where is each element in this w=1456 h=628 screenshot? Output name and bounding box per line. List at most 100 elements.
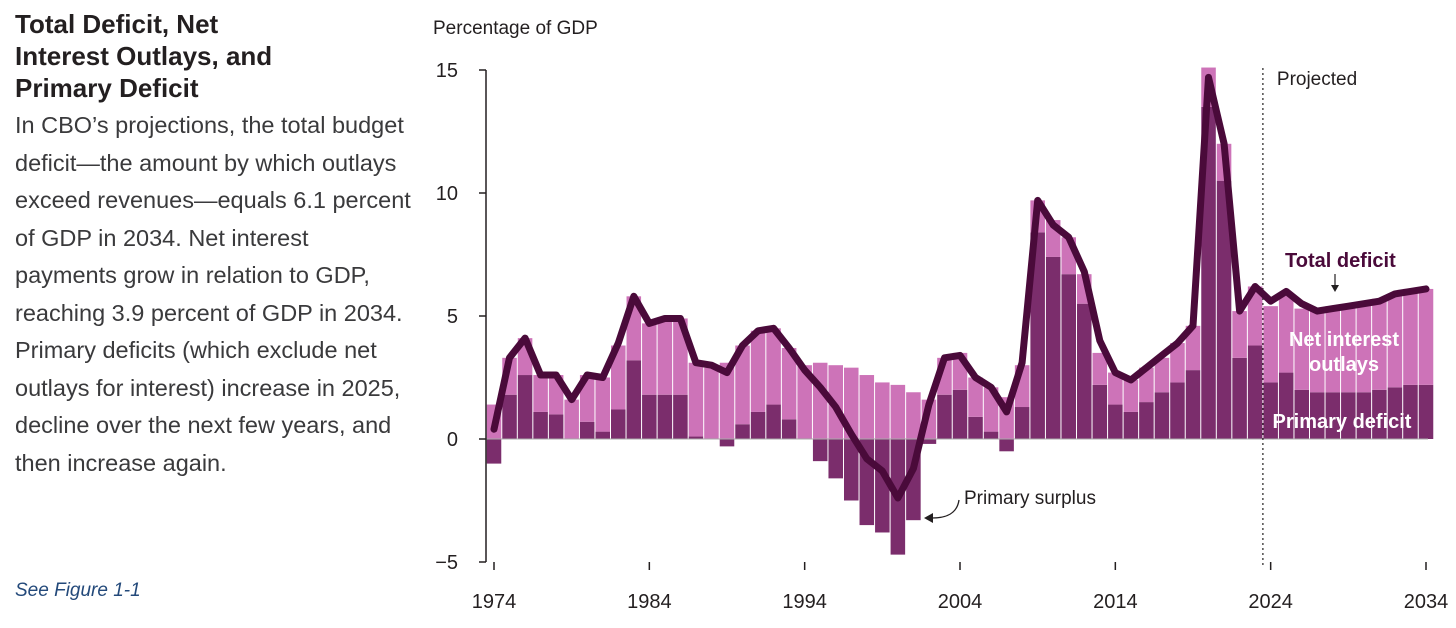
x-tick-label: 1974 — [472, 591, 517, 613]
bar-primary-deficit — [657, 394, 673, 439]
y-ticks: −5 0 5 10 15 — [435, 60, 486, 574]
bar-primary-deficit — [828, 439, 843, 479]
x-tick-label: 2034 — [1404, 591, 1449, 613]
bar-primary-deficit — [579, 421, 595, 439]
bar-net-interest — [1092, 352, 1108, 385]
bar-primary-deficit — [1341, 392, 1356, 439]
y-tick-label: 5 — [447, 306, 458, 328]
bar-primary-deficit — [1325, 392, 1341, 439]
bar-net-interest — [688, 362, 704, 437]
bar-primary-deficit — [952, 389, 968, 439]
bar-net-interest — [1325, 306, 1341, 393]
bar-primary-deficit — [1216, 180, 1232, 439]
primary-surplus-arrow — [924, 499, 960, 523]
bar-primary-deficit — [750, 411, 766, 439]
bar-primary-deficit — [642, 394, 657, 439]
bar-net-interest — [1278, 293, 1294, 373]
bar-primary-deficit — [1263, 382, 1278, 439]
bar-primary-deficit — [921, 439, 937, 444]
bar-net-interest — [1387, 293, 1403, 388]
bar-primary-deficit — [1108, 404, 1123, 439]
bar-net-interest — [1108, 372, 1123, 405]
bar-primary-deficit — [1045, 256, 1061, 439]
bar-net-interest — [812, 362, 828, 439]
bar-net-interest — [906, 392, 921, 439]
bar-net-interest — [657, 318, 673, 395]
primary-surplus-label: Primary surplus — [964, 488, 1096, 509]
figure-summary: In CBO’s projections, the total budget d… — [15, 112, 411, 476]
bar-primary-deficit — [1014, 407, 1030, 439]
bar-net-interest — [1341, 306, 1356, 393]
y-tick-label: 15 — [436, 60, 458, 82]
bar-primary-deficit — [766, 404, 781, 439]
bar-primary-deficit — [533, 411, 548, 439]
bar-primary-deficit — [983, 431, 999, 439]
see-figure-link[interactable]: See Figure 1-1 — [15, 580, 141, 601]
bar-net-interest — [1185, 325, 1201, 371]
projected-label: Projected — [1277, 69, 1357, 90]
bar-primary-deficit — [502, 394, 517, 439]
bar-primary-deficit — [1154, 392, 1170, 439]
bar-primary-deficit — [875, 439, 890, 533]
bar-primary-deficit — [626, 360, 642, 439]
y-tick-label: 10 — [436, 183, 458, 205]
bar-primary-deficit — [999, 439, 1014, 452]
bar-primary-deficit — [1077, 303, 1092, 439]
bar-net-interest — [797, 365, 812, 439]
bar-primary-deficit — [595, 431, 610, 439]
bar-primary-deficit — [688, 436, 704, 439]
bar-net-interest — [1310, 308, 1325, 393]
bar-net-interest — [533, 375, 548, 412]
bar-primary-deficit — [1403, 384, 1418, 439]
bar-net-interest — [719, 362, 735, 439]
bar-net-interest — [1403, 288, 1418, 385]
x-ticks: 1974 1984 1994 2004 2014 2024 2034 — [472, 562, 1449, 613]
bar-primary-deficit — [1092, 384, 1108, 439]
bar-net-interest — [1263, 306, 1278, 383]
bar-net-interest — [642, 323, 657, 395]
bar-net-interest — [890, 384, 906, 439]
bar-net-interest — [859, 375, 875, 439]
bar-primary-deficit — [548, 414, 564, 439]
bar-primary-deficit — [1185, 370, 1201, 439]
bar-primary-deficit — [517, 375, 533, 439]
bar-net-interest — [1232, 311, 1247, 358]
sidebar-text: Total Deficit, Net Interest Outlays, and… — [15, 8, 415, 482]
y-tick-label: 0 — [447, 429, 458, 451]
bar-net-interest — [1294, 308, 1309, 390]
bar-primary-deficit — [781, 419, 797, 439]
total-deficit-arrow — [1331, 274, 1339, 292]
bar-primary-deficit — [1372, 389, 1387, 439]
bar-net-interest — [1356, 303, 1372, 393]
bar-primary-deficit — [735, 424, 750, 439]
bar-net-interest — [781, 347, 797, 420]
bar-net-interest — [1170, 343, 1185, 383]
bar-primary-deficit — [1356, 392, 1372, 439]
bar-primary-deficit — [1139, 402, 1154, 439]
bar-primary-deficit — [673, 394, 688, 439]
figure-title: Total Deficit, Net Interest Outlays, and… — [15, 9, 273, 103]
bar-net-interest — [1139, 367, 1154, 403]
bar-primary-deficit — [1418, 384, 1434, 439]
bar-primary-deficit — [1310, 392, 1325, 439]
x-tick-label: 1984 — [627, 591, 672, 613]
bar-primary-deficit — [968, 416, 983, 439]
total-deficit-line — [490, 73, 1430, 502]
bar-primary-deficit — [1030, 232, 1045, 439]
bar-primary-deficit — [937, 394, 952, 439]
y-axis-label: Percentage of GDP — [433, 18, 598, 39]
bar-net-interest — [704, 367, 719, 439]
bar-net-interest — [766, 328, 781, 405]
bar-net-interest — [735, 345, 750, 425]
y-tick-label: −5 — [435, 552, 458, 574]
bar-primary-deficit — [611, 409, 626, 439]
bar-net-interest — [1372, 298, 1387, 390]
total-deficit-label: Total deficit — [1285, 250, 1396, 272]
bar-primary-deficit — [1232, 357, 1247, 439]
bar-net-interest — [750, 330, 766, 412]
bar-net-interest — [595, 377, 610, 432]
bar-net-interest — [1418, 288, 1434, 385]
bar-primary-deficit — [486, 439, 502, 464]
bar-primary-deficit — [1294, 389, 1309, 439]
